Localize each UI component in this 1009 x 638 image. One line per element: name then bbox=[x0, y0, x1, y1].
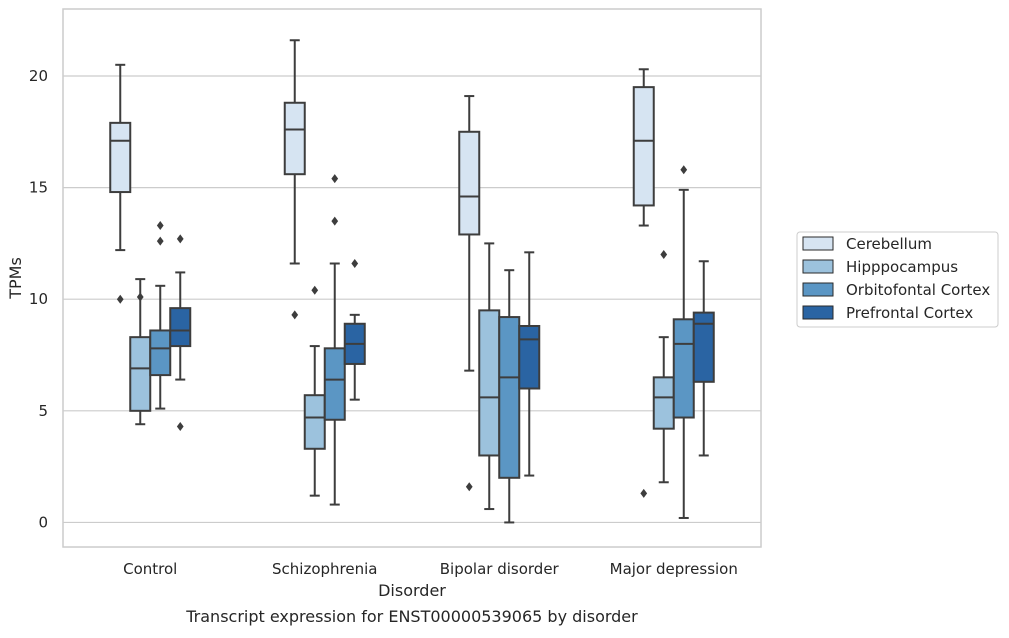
y-tick-label: 0 bbox=[38, 513, 48, 531]
legend-swatch bbox=[802, 259, 834, 274]
box-hipppocampus bbox=[303, 285, 326, 497]
outlier-point bbox=[156, 221, 164, 231]
outlier-point bbox=[351, 258, 359, 268]
x-axis-ticks: Control Schizophrenia Bipolar disorder Majo… bbox=[123, 560, 738, 578]
box-cerebellum bbox=[283, 39, 306, 320]
chart-caption: Transcript expression for ENST0000053906… bbox=[185, 607, 638, 626]
y-tick-label: 5 bbox=[38, 402, 48, 420]
y-tick-label: 20 bbox=[29, 67, 48, 85]
outlier-point bbox=[291, 310, 299, 320]
box-iqr bbox=[303, 394, 326, 450]
y-tick-label: 15 bbox=[29, 179, 48, 197]
box-prefrontal-cortex bbox=[343, 258, 366, 401]
box-orbitofontal-cortex bbox=[498, 269, 521, 524]
plot-frame bbox=[62, 8, 762, 548]
box-iqr bbox=[692, 311, 715, 383]
legend-label: Cerebellum bbox=[846, 235, 932, 253]
y-axis-label: TPMs bbox=[6, 257, 25, 300]
box-orbitofontal-cortex bbox=[672, 165, 695, 519]
x-tick-label: Bipolar disorder bbox=[440, 560, 560, 578]
box-iqr bbox=[478, 309, 501, 457]
box-hipppocampus bbox=[652, 250, 675, 484]
box-iqr bbox=[672, 318, 695, 419]
box-cerebellum bbox=[632, 68, 655, 498]
legend: Cerebellum Hipppocampus Orbitofontal Corte… bbox=[796, 231, 999, 328]
outlier-point bbox=[465, 482, 473, 492]
legend-label: Orbitofontal Cortex bbox=[846, 281, 990, 299]
box-iqr bbox=[323, 347, 346, 421]
box-prefrontal-cortex bbox=[692, 260, 715, 457]
outlier-point bbox=[660, 250, 668, 260]
x-tick-label: Control bbox=[123, 560, 177, 578]
box-prefrontal-cortex bbox=[169, 234, 192, 431]
box-iqr bbox=[458, 130, 481, 236]
legend-swatch bbox=[802, 236, 834, 251]
outlier-point bbox=[640, 488, 648, 498]
box-iqr bbox=[518, 324, 541, 390]
gridlines bbox=[63, 75, 761, 524]
box-iqr bbox=[652, 376, 675, 430]
box-iqr bbox=[109, 121, 132, 194]
box-cerebellum bbox=[458, 95, 481, 492]
legend-label: Prefrontal Cortex bbox=[846, 304, 973, 322]
outlier-point bbox=[680, 165, 688, 175]
box-orbitofontal-cortex bbox=[149, 221, 172, 410]
y-tick-label: 10 bbox=[29, 290, 48, 308]
box-prefrontal-cortex bbox=[518, 251, 541, 477]
legend-swatch bbox=[802, 282, 834, 297]
outlier-point bbox=[176, 234, 184, 244]
box-iqr bbox=[498, 316, 521, 479]
box-plot-area bbox=[109, 39, 715, 524]
box-iqr bbox=[283, 101, 306, 176]
box-cerebellum bbox=[109, 63, 132, 304]
x-tick-label: Major depression bbox=[610, 560, 738, 578]
x-tick-label: Schizophrenia bbox=[272, 560, 377, 578]
box-hipppocampus bbox=[478, 242, 501, 511]
box-iqr bbox=[632, 86, 655, 207]
x-axis-label: Disorder bbox=[378, 581, 446, 600]
legend-label: Hipppocampus bbox=[846, 258, 958, 276]
y-axis-ticks: 0 5 10 15 20 bbox=[29, 67, 48, 531]
outlier-point bbox=[311, 285, 319, 295]
outlier-point bbox=[331, 174, 339, 184]
legend-frame bbox=[796, 231, 999, 328]
outlier-point bbox=[136, 292, 144, 302]
outlier-point bbox=[116, 294, 124, 304]
box-iqr bbox=[169, 307, 192, 348]
outlier-point bbox=[331, 216, 339, 226]
outlier-point bbox=[176, 421, 184, 431]
box-hipppocampus bbox=[129, 278, 152, 426]
box-iqr bbox=[149, 329, 172, 377]
outlier-point bbox=[156, 236, 164, 246]
legend-swatch bbox=[802, 305, 834, 320]
box-iqr bbox=[129, 336, 152, 412]
box-orbitofontal-cortex bbox=[323, 174, 346, 506]
